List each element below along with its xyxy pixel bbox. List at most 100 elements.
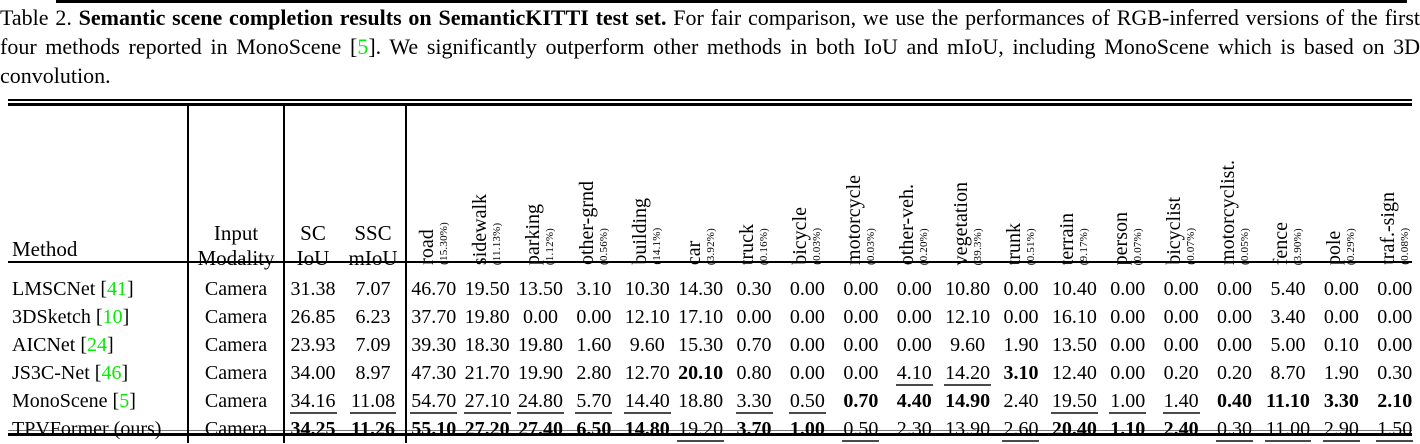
metric-value: 0.00 xyxy=(1377,334,1413,356)
citation-link[interactable]: 5 xyxy=(119,390,130,412)
ssc-miou-cell: 7.07 xyxy=(341,275,407,303)
metric-value: 20.40 xyxy=(1051,418,1097,440)
metric-value: 8.70 xyxy=(1270,362,1306,384)
ssc-miou-cell: 11.26 xyxy=(341,415,407,443)
metric-cell-person: 0.00 xyxy=(1101,303,1154,331)
metric-value: 0.00 xyxy=(1163,278,1199,300)
rotated-label-traf-sign: traf.-sign (0.08%) xyxy=(1376,192,1412,265)
metric-cell-vegetation: 14.20 xyxy=(941,359,994,387)
metric-value: 0.00 xyxy=(1217,306,1253,328)
col-header-fence: fence (3.90%) xyxy=(1261,103,1314,275)
col-header-vegetation: vegetation (39.3%) xyxy=(941,103,994,275)
metric-cell-motorcyclist: 0.00 xyxy=(1208,303,1261,331)
rotated-label-parking: parking (1.12%) xyxy=(522,204,557,265)
metric-value: 0.70 xyxy=(843,390,879,412)
metric-cell-road: 47.30 xyxy=(406,359,460,387)
citation-link[interactable]: 41 xyxy=(107,278,128,300)
class-name: other-veh. xyxy=(896,183,919,265)
metric-cell-person: 1.00 xyxy=(1101,387,1154,415)
class-name: pole xyxy=(1323,230,1346,265)
class-name: sidewalk xyxy=(469,193,492,265)
metric-value: 1.90 xyxy=(1003,334,1039,356)
citation-bracket-close: ] xyxy=(121,362,129,384)
class-frequency: (1.12%) xyxy=(544,227,557,265)
sc-iou-cell: 34.00 xyxy=(284,359,341,387)
metric-value: 46.70 xyxy=(411,278,457,300)
metric-cell-motorcyclist: 0.00 xyxy=(1208,331,1261,359)
col-header-input-modality-line1: Input xyxy=(213,221,259,245)
table-row-tpvformer-ours: TPVFormer (ours) Camera 34.25 11.26 55.10 27.… xyxy=(8,415,1420,443)
metric-cell-person: 1.10 xyxy=(1101,415,1154,443)
metric-value: 0.00 xyxy=(789,306,825,328)
citation-link[interactable]: 24 xyxy=(87,334,107,356)
modality-cell: Camera xyxy=(188,387,285,415)
class-frequency: (0.03%) xyxy=(864,227,877,265)
metric-cell-bicycle: 0.50 xyxy=(781,387,834,415)
citation-link[interactable]: 10 xyxy=(102,306,123,328)
metric-cell-motorcyclist: 0.00 xyxy=(1208,275,1261,303)
sc-iou-cell: 34.16 xyxy=(284,387,341,415)
metric-cell-person: 0.00 xyxy=(1101,359,1154,387)
class-frequency: (9.17%) xyxy=(1078,227,1091,265)
metric-cell-terrain: 10.40 xyxy=(1048,275,1101,303)
metric-value: 0.00 xyxy=(843,334,879,356)
col-header-truck: truck (0.16%) xyxy=(727,103,780,275)
metric-value: 3.30 xyxy=(1323,390,1359,412)
modality-value: Camera xyxy=(204,334,268,356)
metric-cell-sidewalk: 19.50 xyxy=(460,275,513,303)
method-cell: LMSCNet [41] xyxy=(8,275,189,303)
citation-link-monoscene[interactable]: 5 xyxy=(357,34,369,60)
metric-cell-person: 0.00 xyxy=(1101,331,1154,359)
metric-value: 16.10 xyxy=(1051,306,1097,328)
metric-value: 1.00 xyxy=(789,418,825,440)
citation-bracket-close: ] xyxy=(129,390,136,412)
metric-value: 5.70 xyxy=(575,390,613,414)
metric-value: 5.40 xyxy=(1270,278,1306,300)
metric-cell-car: 20.10 xyxy=(674,359,727,387)
metric-value: 21.70 xyxy=(464,362,510,384)
class-frequency: (0.08%) xyxy=(1398,227,1411,265)
metric-cell-building: 10.30 xyxy=(621,275,674,303)
metric-value: 10.30 xyxy=(624,278,670,300)
citation-link[interactable]: 46 xyxy=(101,362,122,384)
class-name: motorcyclist. xyxy=(1216,160,1239,265)
rotated-label-truck: truck (0.16%) xyxy=(736,223,771,265)
class-frequency: (0.07%) xyxy=(1131,227,1144,265)
metric-value: 27.10 xyxy=(463,390,511,414)
col-header-other-grnd: other-grnd (0.56%) xyxy=(567,103,620,275)
caption-text-1: For fair comparison, we use the performa… xyxy=(0,5,1420,60)
class-frequency: (0.07%) xyxy=(1185,227,1198,265)
method-name: 3DSketch xyxy=(12,306,91,328)
ssc-miou-cell: 8.97 xyxy=(341,359,407,387)
metric-cell-terrain: 19.50 xyxy=(1048,387,1101,415)
metric-cell-traf-sign: 0.30 xyxy=(1368,359,1420,387)
class-name: traf.-sign xyxy=(1376,192,1399,265)
class-name: car xyxy=(682,240,705,265)
class-name: truck xyxy=(736,223,759,265)
sc-iou-cell: 26.85 xyxy=(284,303,341,331)
modality-value: Camera xyxy=(204,306,268,328)
col-header-sc-line2: IoU xyxy=(296,246,330,270)
metric-value: 0.00 xyxy=(736,306,772,328)
metric-cell-motorcyclist: 0.20 xyxy=(1208,359,1261,387)
rotated-label-terrain: terrain (9.17%) xyxy=(1056,213,1091,265)
class-frequency: (3.90%) xyxy=(1291,227,1304,265)
metric-value: 0.00 xyxy=(896,306,932,328)
col-header-bicyclist: bicyclist (0.07%) xyxy=(1154,103,1207,275)
class-name: other-grnd xyxy=(575,180,598,265)
metric-value: 0.30 xyxy=(1377,362,1413,384)
metric-value: 47.30 xyxy=(411,362,457,384)
col-header-ssc-line2: mIoU xyxy=(348,246,398,270)
class-name: bicycle xyxy=(789,207,812,265)
metric-value: 55.10 xyxy=(411,418,457,440)
metric-cell-parking: 27.40 xyxy=(514,415,567,443)
sc-iou-value: 31.38 xyxy=(290,278,336,300)
metric-cell-bicyclist: 0.00 xyxy=(1154,275,1207,303)
metric-cell-bicyclist: 0.00 xyxy=(1154,303,1207,331)
metric-value: 1.40 xyxy=(1162,390,1200,414)
method-name: AICNet xyxy=(12,334,76,356)
class-frequency: (0.51%) xyxy=(1024,227,1037,265)
metric-cell-motorcycle: 0.00 xyxy=(834,331,887,359)
class-frequency: (39.3%) xyxy=(971,227,984,265)
